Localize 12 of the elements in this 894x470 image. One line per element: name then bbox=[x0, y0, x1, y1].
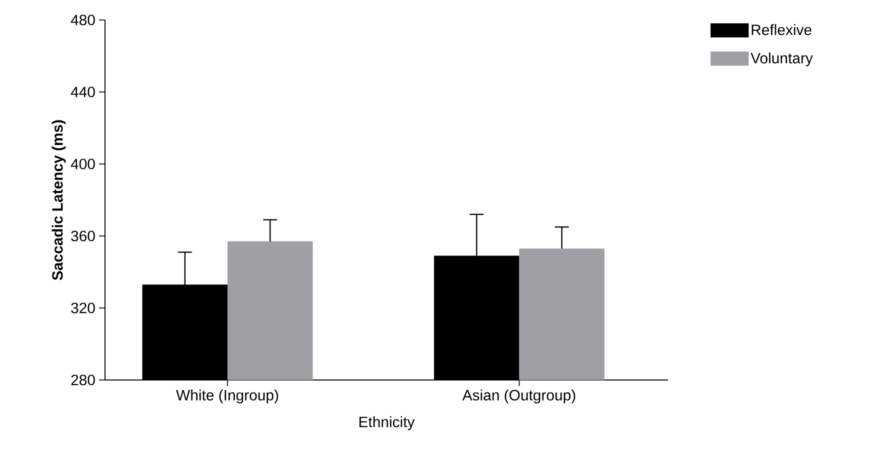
legend-label: Reflexive bbox=[752, 24, 812, 36]
y-tick-label: 280 bbox=[71, 374, 95, 386]
y-tick-label: 400 bbox=[70, 158, 95, 170]
y-axis-title: Saccadic Latency (ms) bbox=[52, 120, 66, 280]
x-axis-title: Ethnicity bbox=[359, 416, 415, 430]
y-tick-label: 440 bbox=[70, 86, 95, 98]
x-tick-label: Asian (Outgroup) bbox=[462, 390, 576, 404]
x-tick-label: White (Ingroup) bbox=[176, 390, 278, 404]
y-tick-label: 480 bbox=[70, 14, 95, 26]
legend-label: Voluntary bbox=[750, 52, 813, 66]
y-tick-label: 320 bbox=[71, 302, 95, 314]
y-tick-label: 360 bbox=[71, 230, 95, 242]
